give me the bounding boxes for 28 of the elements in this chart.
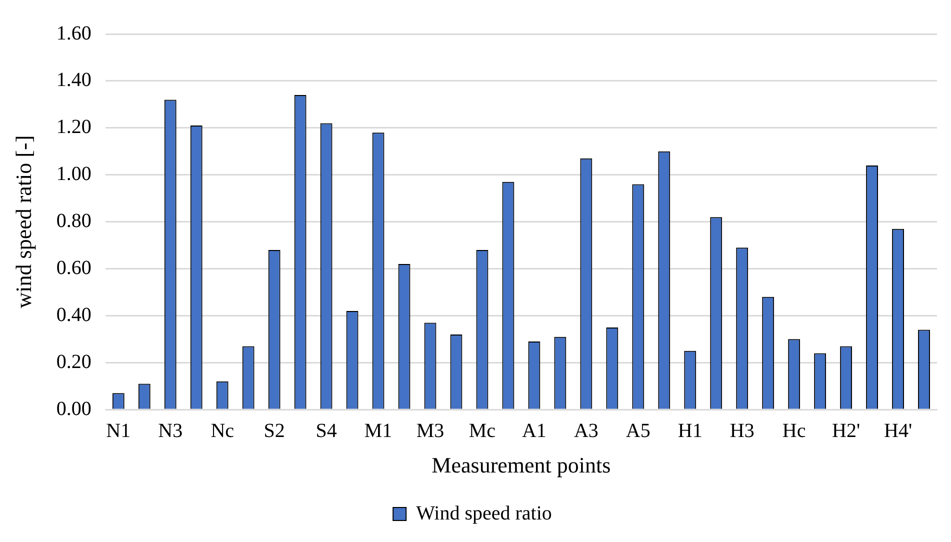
y-tick-label: 1.20	[56, 116, 92, 138]
y-tick-label: 0.80	[56, 210, 92, 232]
y-tick-label: 0.60	[56, 257, 92, 279]
x-tick-label: M3	[416, 420, 444, 442]
x-tick-label: H3	[730, 420, 754, 442]
y-axis-title: wind speed ratio [-]	[10, 135, 36, 308]
x-tick-label: H2'	[832, 420, 860, 442]
x-tick-label: H1	[678, 420, 702, 442]
x-tick-label: N1	[106, 420, 131, 442]
x-tick-label: A1	[522, 420, 546, 442]
y-tick-label: 1.00	[56, 163, 92, 186]
x-tick-label: S2	[264, 420, 285, 442]
x-axis-title: Measurement points	[432, 452, 611, 478]
legend-label: Wind speed ratio	[416, 502, 552, 524]
y-tick-label: 1.60	[56, 22, 92, 44]
y-tick-label: 0.00	[56, 398, 92, 420]
x-tick-label: Nc	[210, 420, 234, 442]
x-tick-label: Mc	[468, 420, 496, 442]
y-tick-label: 1.40	[56, 69, 92, 92]
x-tick-label: N3	[158, 420, 183, 442]
x-tick-label: A5	[626, 420, 650, 442]
x-tick-label: H4'	[884, 420, 912, 442]
y-tick-label: 0.20	[56, 350, 92, 373]
x-tick-label: S4	[316, 420, 337, 442]
x-tick-label: Hc	[782, 420, 806, 442]
x-tick-label: A3	[574, 420, 598, 442]
y-tick-label: 0.40	[56, 304, 92, 326]
x-tick-label: M1	[364, 420, 392, 442]
